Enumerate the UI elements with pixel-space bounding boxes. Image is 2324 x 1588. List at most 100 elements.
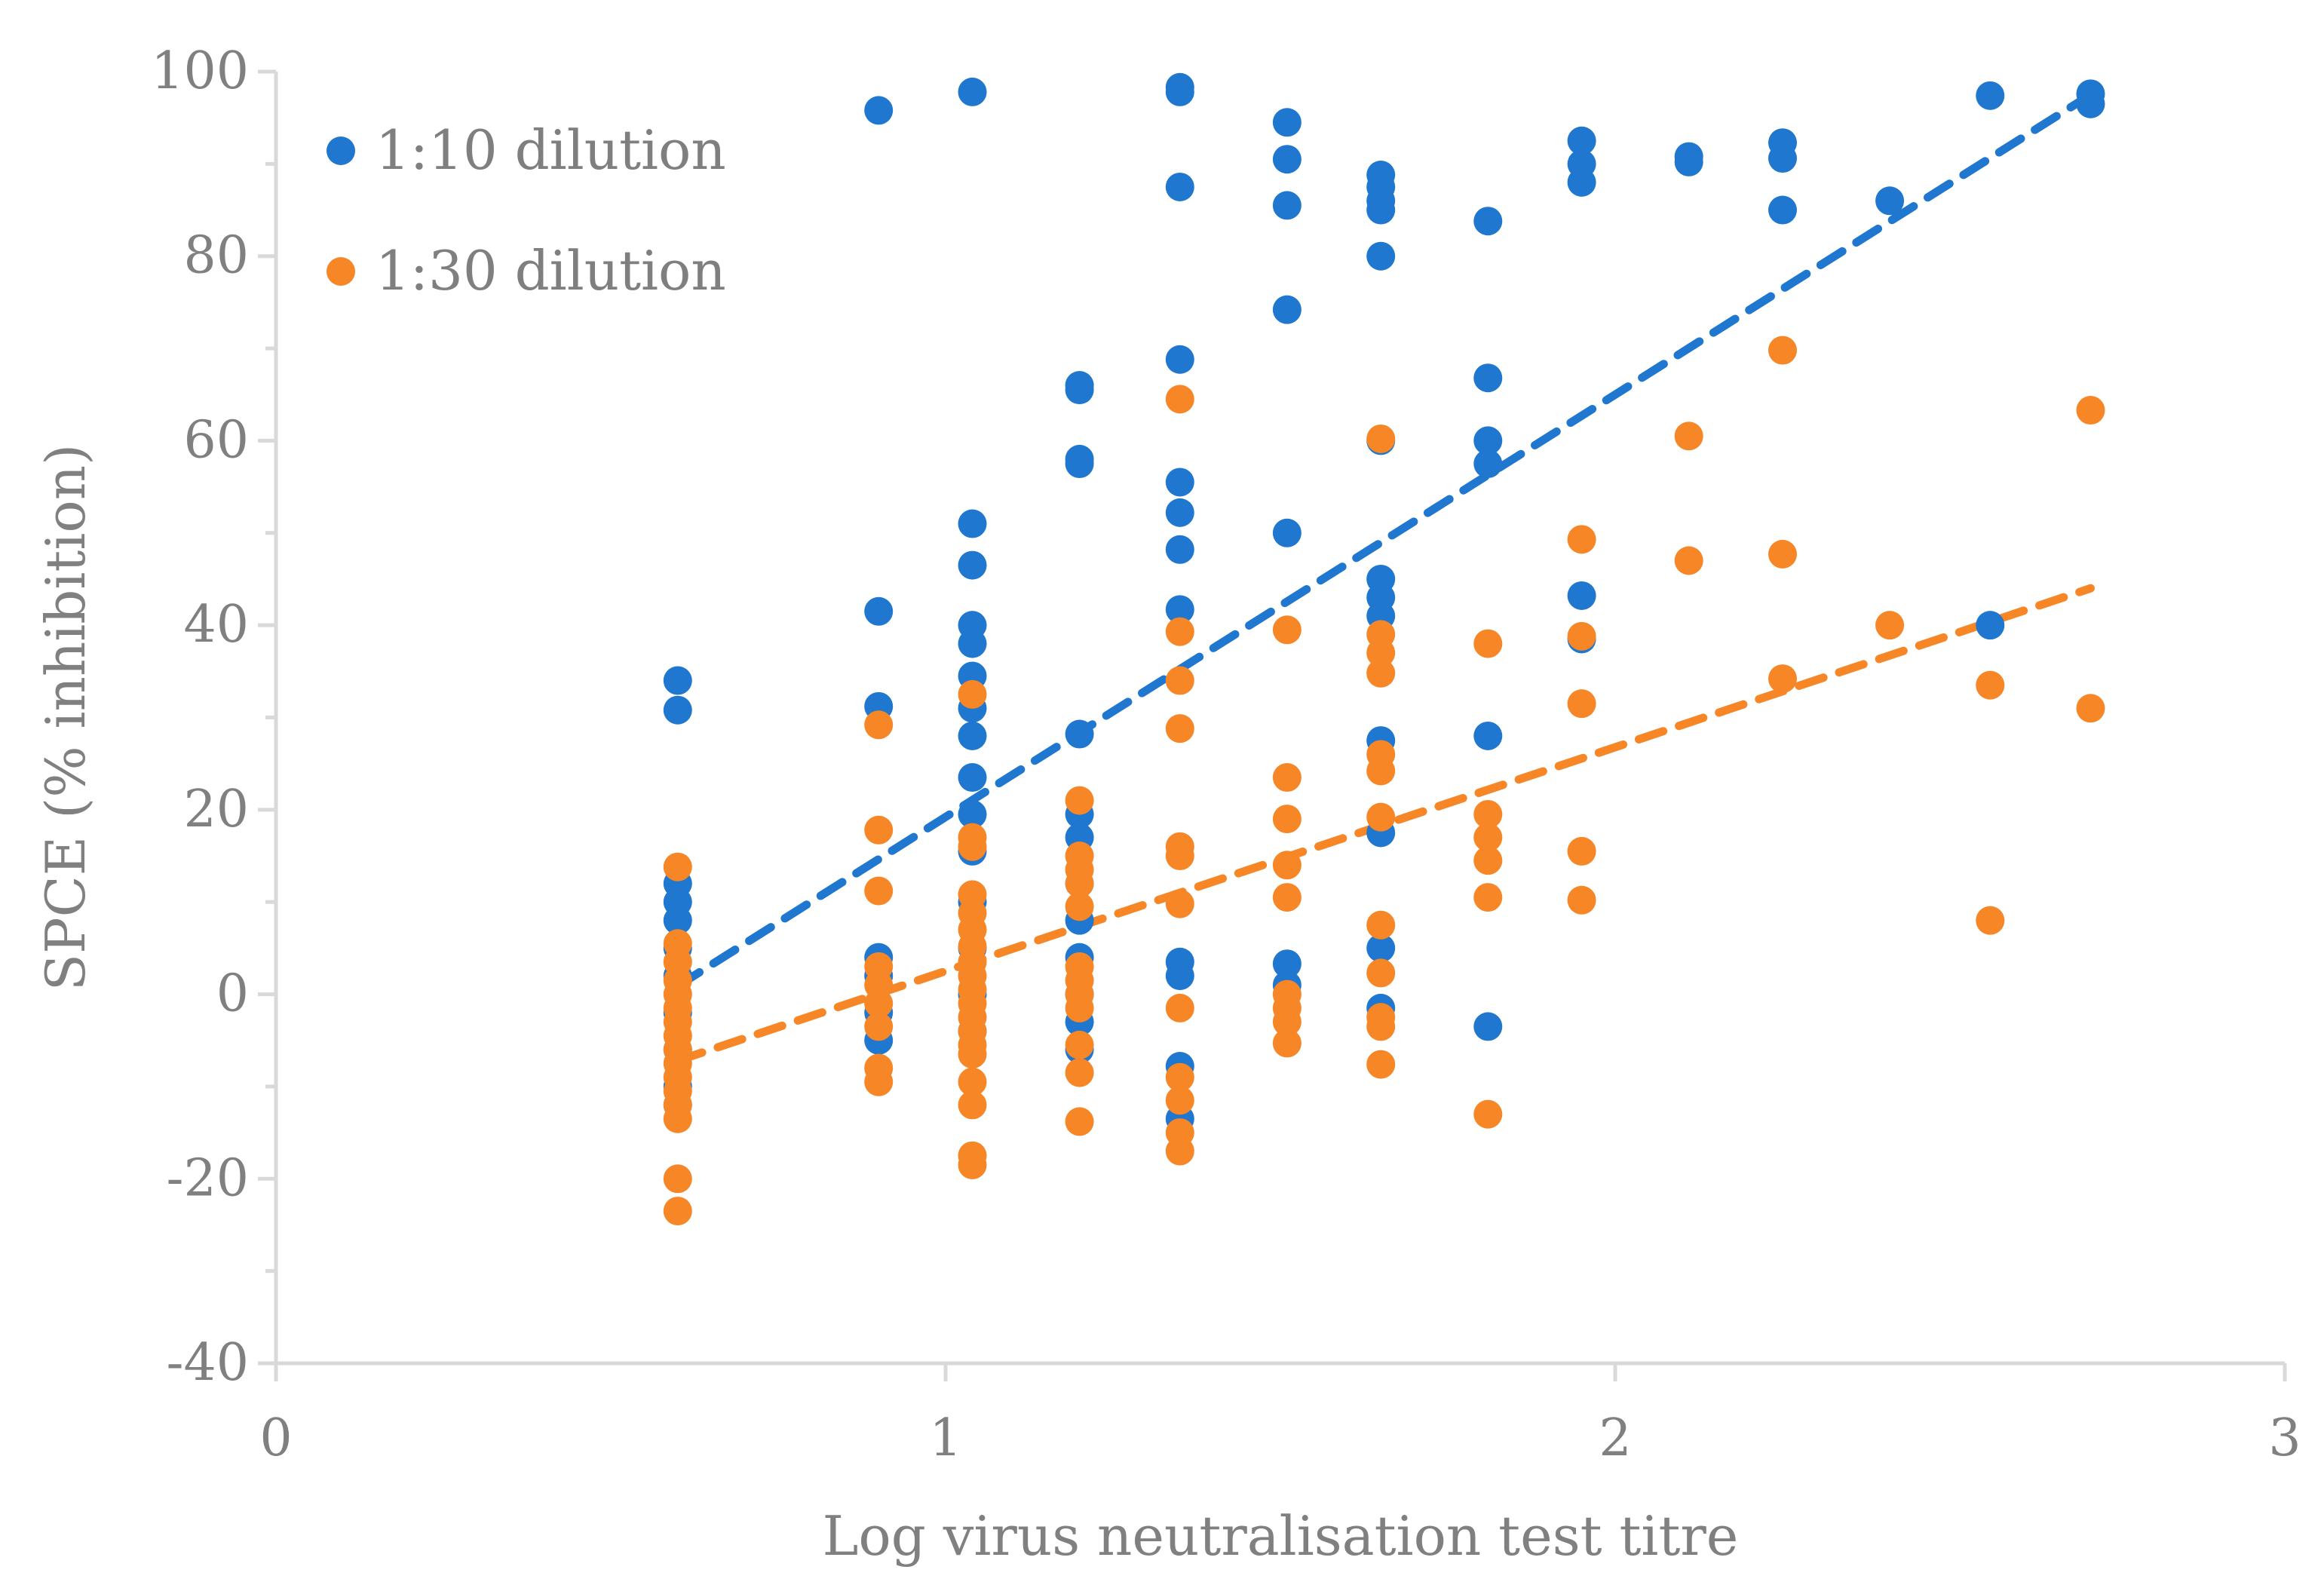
data-point [864,876,894,906]
data-point [1272,805,1302,834]
y-tick-label: 40 [183,595,249,655]
data-point [1165,889,1194,918]
data-point [958,832,987,861]
legend-marker [327,257,355,286]
legend-marker [327,136,355,165]
data-point [958,763,987,792]
x-tick-label: 2 [1599,1409,1631,1468]
data-point [1674,546,1703,575]
y-tick-label: 0 [216,964,249,1024]
data-point [1567,885,1596,915]
data-point [1567,621,1596,651]
data-point [1165,961,1194,991]
data-point [1165,535,1194,564]
data-point [1473,799,1503,829]
data-point [864,1012,894,1041]
data-point [958,1150,987,1179]
data-point [1065,449,1094,479]
data-point [1473,1099,1503,1129]
data-point [663,1164,692,1194]
data-point [958,509,987,538]
data-point [663,1104,692,1133]
data-point [1272,883,1302,912]
data-point [1473,363,1503,393]
data-point [1165,1086,1194,1115]
data-point [1272,518,1302,547]
data-point [1674,422,1703,451]
data-point [958,550,987,580]
data-point [1272,1029,1302,1058]
axes: -40 -20 0 20 40 60 80 100 0 1 2 3 [151,41,2301,1468]
data-point [1272,851,1302,880]
data-point [1875,611,1905,640]
data-point [1366,910,1396,940]
data-point [1165,172,1194,201]
data-point [1366,756,1396,786]
data-point [1473,823,1503,852]
data-point [1473,207,1503,236]
data-point [1165,385,1194,414]
data-point [1065,376,1094,405]
data-point [1165,595,1194,624]
data-point [1567,167,1596,197]
legend-label: 1:30 dilution [376,239,726,302]
data-point [1976,670,2005,700]
data-point [1976,611,2005,640]
data-point [1165,77,1194,106]
data-point [1065,993,1094,1022]
data-point [1366,195,1396,225]
x-tick-label: 3 [2268,1409,2301,1468]
x-tick-label: 0 [259,1409,292,1468]
data-point [1473,1012,1503,1041]
data-point [1366,958,1396,988]
legend: 1:10 dilution 1:30 dilution [327,118,726,302]
data-point [1366,424,1396,453]
data-point [663,852,692,881]
data-point [958,679,987,709]
data-point [958,629,987,658]
data-point [1272,191,1302,220]
data-point [1165,1062,1194,1092]
data-point [1768,144,1797,173]
series-2 [663,336,2105,1226]
data-point [1473,426,1503,455]
data-point [1272,615,1302,645]
data-point [1473,629,1503,658]
data-point [958,721,987,750]
data-point [1366,802,1396,832]
legend-label: 1:10 dilution [376,118,726,182]
data-point [1272,1007,1302,1037]
data-point [663,1197,692,1226]
data-point [1165,617,1194,646]
data-point [2076,89,2105,118]
data-point [1065,1030,1094,1059]
data-point [1065,892,1094,921]
data-point [1165,345,1194,374]
data-point [864,596,894,626]
data-point [1674,147,1703,176]
data-point [663,695,692,725]
data-point [958,1067,987,1096]
data-point [1065,1107,1094,1136]
data-point [1567,836,1596,866]
data-point [1875,186,1905,216]
data-point [1366,1012,1396,1041]
data-point [1165,993,1194,1022]
x-axis-title: Log virus neutralisation test titre [823,1504,1739,1568]
data-point [1768,539,1797,569]
data-point [1366,1050,1396,1079]
data-point [1272,145,1302,174]
y-tick-label: -20 [166,1148,249,1208]
data-point [1366,638,1396,667]
data-point [1165,468,1194,497]
data-point [1768,195,1797,225]
data-point [2076,694,2105,723]
data-point [1567,689,1596,719]
data-point [1473,449,1503,479]
data-point [1567,126,1596,155]
y-tick-label: 20 [183,780,249,839]
data-point [958,1040,987,1069]
data-point [1165,842,1194,871]
x-tick-label: 1 [929,1409,961,1468]
